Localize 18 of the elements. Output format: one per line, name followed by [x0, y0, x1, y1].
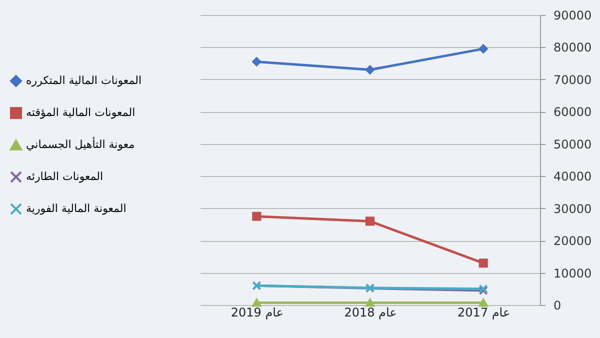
y-tick-label: 90000: [554, 8, 592, 22]
legend-label: معونة التأهيل الجسماني: [26, 136, 135, 151]
x-tick-label: عام 2018: [344, 306, 397, 320]
y-tick-label: 70000: [554, 72, 592, 87]
legend-label: المعونة المالية الفورية: [26, 202, 126, 215]
y-tick-label: 60000: [554, 105, 592, 120]
y-tick-label: 40000: [554, 170, 592, 184]
legend-label: المعونات الطارئه: [26, 170, 104, 183]
x-tick-label: عام 2017: [458, 306, 510, 320]
y-tick-label: 10000: [554, 266, 592, 280]
y-tick-label: 30000: [554, 202, 592, 216]
y-tick-label: 0: [554, 298, 562, 312]
y-tick-label: 50000: [554, 137, 592, 152]
y-tick-label: 80000: [554, 40, 592, 55]
y-tick-label: 20000: [554, 234, 592, 248]
legend-label: المعونات المالية المؤقته: [26, 106, 136, 119]
legend-label: المعونات المالية المتكرره: [26, 74, 142, 87]
x-tick-label: عام 2019: [230, 306, 284, 320]
